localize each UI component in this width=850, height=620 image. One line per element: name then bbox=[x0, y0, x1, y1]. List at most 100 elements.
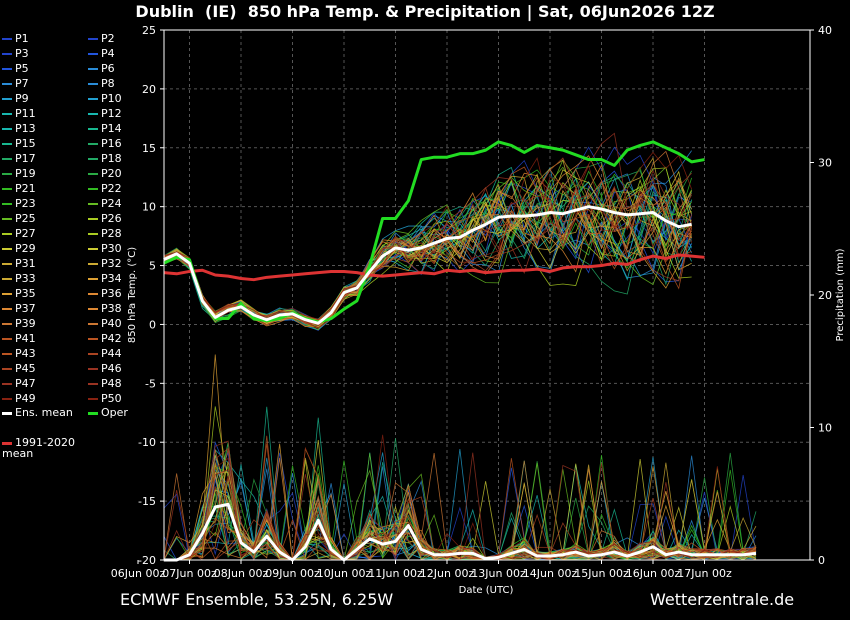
legend-entry: P40 bbox=[88, 317, 122, 330]
member-precip-line bbox=[163, 354, 757, 561]
legend-entry: P6 bbox=[88, 62, 115, 75]
legend-swatch bbox=[88, 323, 98, 325]
legend-swatch bbox=[2, 143, 12, 145]
legend-label: P41 bbox=[15, 332, 36, 345]
legend-entry: P39 bbox=[2, 317, 36, 330]
legend-swatch bbox=[2, 128, 12, 130]
legend-swatch bbox=[2, 113, 12, 115]
legend-entry: P44 bbox=[88, 347, 122, 360]
legend-label: P16 bbox=[101, 137, 122, 150]
legend-swatch bbox=[2, 293, 12, 295]
legend-swatch bbox=[2, 218, 12, 220]
x-tick-label: 10Jun 00z bbox=[317, 567, 372, 580]
legend-entry: P2 bbox=[88, 32, 115, 45]
legend-entry: P7 bbox=[2, 77, 29, 90]
y-tick-label: -10 bbox=[138, 436, 156, 449]
legend-entry: P9 bbox=[2, 92, 29, 105]
legend-label: Oper bbox=[101, 406, 128, 419]
legend-swatch bbox=[88, 398, 98, 400]
legend-label: P26 bbox=[101, 212, 122, 225]
legend-entry: P28 bbox=[88, 227, 122, 240]
legend-swatch bbox=[88, 128, 98, 130]
oper-temp-line bbox=[163, 140, 705, 324]
legend-swatch bbox=[2, 173, 12, 175]
legend-swatch bbox=[88, 308, 98, 310]
y-tick-label: -20 bbox=[138, 554, 156, 567]
y-tick-label: 25 bbox=[142, 24, 156, 37]
legend-swatch bbox=[88, 353, 98, 355]
legend-entry: P38 bbox=[88, 302, 122, 315]
legend-label: P34 bbox=[101, 272, 122, 285]
legend-swatch bbox=[2, 411, 12, 415]
legend-label: P46 bbox=[101, 362, 122, 375]
legend-swatch bbox=[88, 98, 98, 100]
legend-label: P8 bbox=[101, 77, 115, 90]
legend-swatch bbox=[88, 383, 98, 385]
legend-swatch bbox=[88, 203, 98, 205]
ens-mean-precip-line bbox=[163, 502, 757, 562]
y2-tick-label: 30 bbox=[818, 157, 832, 170]
legend-label: P39 bbox=[15, 317, 36, 330]
legend-ens-mean: Ens. mean bbox=[2, 407, 73, 420]
y-tick-label: -5 bbox=[145, 377, 156, 390]
x-tick-label: 16Jun 00z bbox=[626, 567, 681, 580]
legend-label: P47 bbox=[15, 377, 36, 390]
legend-entry: P42 bbox=[88, 332, 122, 345]
legend-entry: P27 bbox=[2, 227, 36, 240]
y-tick-label: -15 bbox=[138, 495, 156, 508]
legend-swatch bbox=[88, 263, 98, 265]
legend-swatch bbox=[2, 233, 12, 235]
legend-swatch bbox=[88, 83, 98, 85]
legend-label: P36 bbox=[101, 287, 122, 300]
legend-entry: P4 bbox=[88, 47, 115, 60]
legend-label: P2 bbox=[101, 32, 115, 45]
legend-swatch bbox=[2, 83, 12, 85]
x-tick-label: 12Jun 00z bbox=[420, 567, 475, 580]
legend-entry: P23 bbox=[2, 197, 36, 210]
member-precip-line bbox=[163, 457, 757, 561]
legend-entry: P17 bbox=[2, 152, 36, 165]
legend-label: P4 bbox=[101, 47, 115, 60]
x-tick-label: 14Jun 00z bbox=[523, 567, 578, 580]
legend-label: P44 bbox=[101, 347, 122, 360]
legend-swatch bbox=[2, 68, 12, 70]
legend-label: P14 bbox=[101, 122, 122, 135]
legend-label: P24 bbox=[101, 197, 122, 210]
legend-entry: P33 bbox=[2, 272, 36, 285]
legend-label: P23 bbox=[15, 197, 36, 210]
legend-label: P50 bbox=[101, 392, 122, 405]
legend-climate-mean: 1991-2020 mean bbox=[2, 437, 75, 459]
legend-entry: P20 bbox=[88, 167, 122, 180]
legend-label: P5 bbox=[15, 62, 29, 75]
legend-label: 1991-2020 mean bbox=[2, 436, 75, 460]
legend-swatch bbox=[88, 411, 98, 415]
legend-label: P6 bbox=[101, 62, 115, 75]
x-tick-label: 15Jun 00z bbox=[574, 567, 629, 580]
legend-entry: P1 bbox=[2, 32, 29, 45]
legend-label: P35 bbox=[15, 287, 36, 300]
legend-entry: P26 bbox=[88, 212, 122, 225]
legend-label: P22 bbox=[101, 182, 122, 195]
legend-label: P48 bbox=[101, 377, 122, 390]
legend-label: P30 bbox=[101, 242, 122, 255]
y2-tick-label: 40 bbox=[818, 24, 832, 37]
y-tick-label: 0 bbox=[149, 318, 156, 331]
y-tick-label: 5 bbox=[149, 260, 156, 273]
legend-swatch bbox=[88, 233, 98, 235]
legend-entry: P45 bbox=[2, 362, 36, 375]
x-tick-label: 06Jun 00z bbox=[111, 567, 166, 580]
plot-frame bbox=[163, 29, 811, 561]
legend-label: P11 bbox=[15, 107, 36, 120]
legend-swatch bbox=[88, 38, 98, 40]
legend-entry: P22 bbox=[88, 182, 122, 195]
member-precip-line bbox=[163, 448, 757, 561]
legend-swatch bbox=[2, 203, 12, 205]
legend-swatch bbox=[88, 53, 98, 55]
member-temp-line bbox=[163, 167, 692, 322]
legend-label: P45 bbox=[15, 362, 36, 375]
y2-tick-label: 0 bbox=[818, 554, 825, 567]
member-temp-line bbox=[163, 157, 693, 329]
legend-swatch bbox=[88, 158, 98, 160]
legend-entry: P21 bbox=[2, 182, 36, 195]
